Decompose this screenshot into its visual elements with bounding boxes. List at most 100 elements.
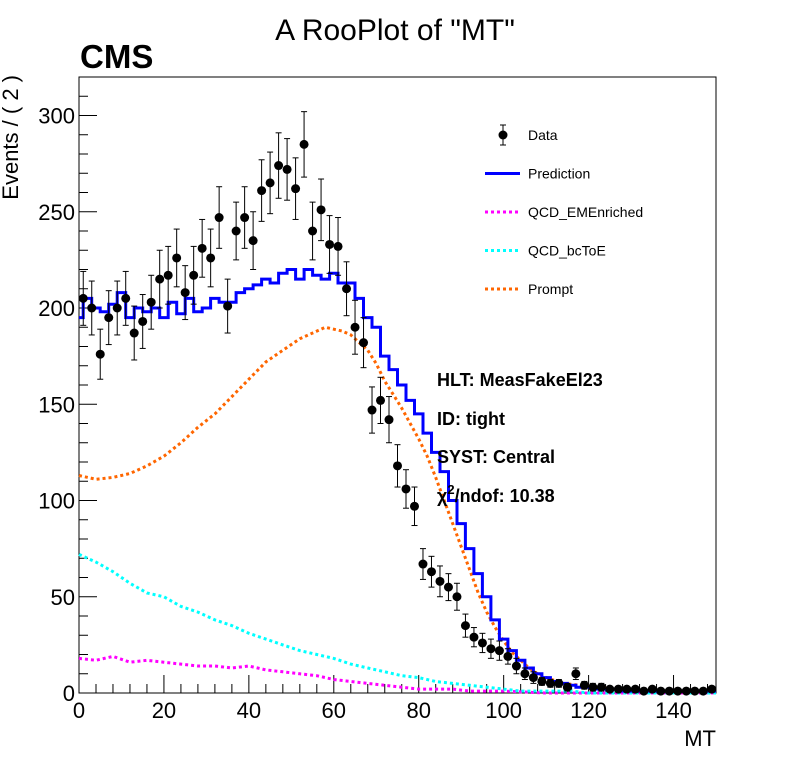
data-point <box>690 686 700 696</box>
data-point <box>78 293 88 303</box>
data-point <box>265 178 275 188</box>
x-axis-ticks: 0 20 40 60 80 100 120 140 <box>73 675 709 723</box>
y-tick-label: 300 <box>38 104 75 129</box>
annotation-block: HLT: MeasFakeEl23 ID: tight SYST: Centra… <box>437 370 603 506</box>
data-point <box>291 184 301 194</box>
data-point <box>605 684 615 694</box>
legend: Data Prediction QCD_EMEnriched QCD_bcToE Pro… <box>485 124 643 297</box>
data-point <box>452 592 462 602</box>
data-point <box>477 638 487 648</box>
y-tick-label: 100 <box>38 489 75 514</box>
data-point <box>231 226 241 236</box>
x-axis-title: MT <box>684 726 716 751</box>
data-point <box>664 686 674 696</box>
data-point <box>172 253 182 263</box>
chi2-annotation: χ2/ndof: 10.38 <box>437 482 555 506</box>
x-tick-label: 140 <box>655 698 692 723</box>
data-point <box>681 686 691 696</box>
x-tick-label: 60 <box>322 698 346 723</box>
data-point <box>647 684 657 694</box>
data-point <box>189 270 199 280</box>
data-point <box>639 686 649 696</box>
x-tick-label: 120 <box>570 698 607 723</box>
data-point <box>121 293 131 303</box>
y-tick-label: 150 <box>38 392 75 417</box>
data-point <box>206 253 216 263</box>
chi2-value: /ndof: 10.38 <box>455 486 555 506</box>
y-tick-label: 200 <box>38 296 75 321</box>
data-point <box>138 316 148 326</box>
data-point <box>537 676 547 686</box>
legend-label: QCD_bcToE <box>528 243 606 259</box>
hlt-annotation: HLT: MeasFakeEl23 <box>437 370 603 390</box>
data-point <box>350 322 360 332</box>
data-point <box>622 684 632 694</box>
data-point <box>308 226 318 236</box>
data-point <box>95 349 105 359</box>
y-tick-label: 0 <box>63 681 75 706</box>
data-point <box>146 297 156 307</box>
data-point <box>460 621 470 631</box>
data-point <box>163 270 173 280</box>
series-line-qcd_bctoe <box>78 553 716 695</box>
data-point <box>129 328 139 338</box>
data-point <box>698 686 708 696</box>
data-point <box>545 678 555 688</box>
data-point <box>367 405 377 415</box>
data-point <box>630 684 640 694</box>
data-point <box>87 303 97 313</box>
data-point <box>511 661 521 671</box>
data-point <box>333 241 343 251</box>
data-point <box>520 669 530 679</box>
series-line-qcd_emenriched <box>78 654 716 695</box>
data-point <box>562 682 572 692</box>
data-point <box>257 186 267 196</box>
y-tick-label: 50 <box>51 585 75 610</box>
data-point <box>494 646 504 656</box>
legend-label: Data <box>528 127 558 143</box>
data-point <box>579 680 589 690</box>
data-point <box>571 669 581 679</box>
data-point <box>503 651 513 661</box>
data-point <box>588 682 598 692</box>
data-point <box>214 213 224 223</box>
data-point <box>180 288 190 298</box>
legend-label: QCD_EMEnriched <box>528 204 643 220</box>
data-point <box>486 644 496 654</box>
x-tick-label: 80 <box>406 698 430 723</box>
data-point <box>248 236 258 246</box>
data-point <box>325 239 335 249</box>
x-tick-label: 20 <box>152 698 176 723</box>
data-point <box>656 686 666 696</box>
cms-label: CMS <box>80 38 153 75</box>
y-axis-ticks: 0 50 100 150 200 250 300 <box>38 76 97 706</box>
data-point <box>554 678 564 688</box>
data-point <box>316 205 326 215</box>
data-point <box>401 484 411 494</box>
data-point <box>384 415 394 425</box>
x-tick-label: 0 <box>73 698 85 723</box>
legend-swatch-marker <box>498 130 508 140</box>
data-points-layer <box>78 111 717 696</box>
data-point <box>223 301 233 311</box>
y-tick-label: 250 <box>38 200 75 225</box>
data-point <box>112 303 122 313</box>
chart-title: A RooPlot of "MT" <box>275 14 515 47</box>
data-point <box>528 673 538 683</box>
chi2-symbol: χ <box>437 486 448 506</box>
data-point <box>197 243 207 253</box>
data-point <box>596 682 606 692</box>
data-point <box>104 313 114 323</box>
data-point <box>299 139 309 149</box>
y-axis-title: Events / ( 2 ) <box>0 75 23 200</box>
syst-annotation: SYST: Central <box>437 447 555 467</box>
data-point <box>393 461 402 471</box>
data-point <box>469 632 479 642</box>
data-point <box>359 338 369 348</box>
data-point <box>418 559 428 569</box>
data-point <box>443 582 453 592</box>
data-point <box>376 395 386 405</box>
chi2-superscript: 2 <box>447 482 454 497</box>
data-point <box>435 576 445 586</box>
